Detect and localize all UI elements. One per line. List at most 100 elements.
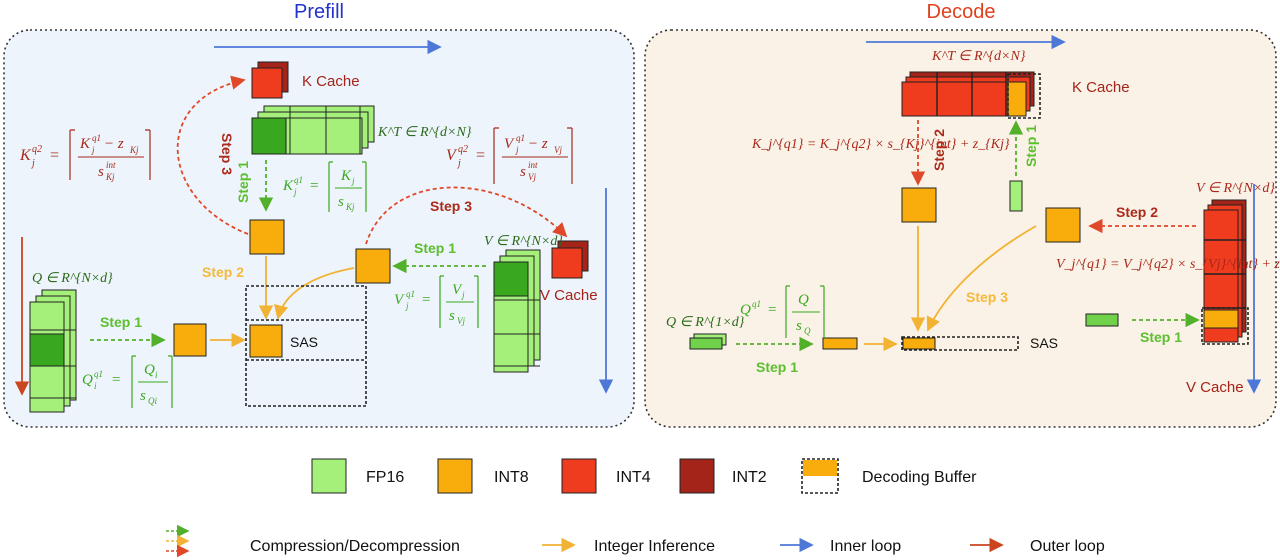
svg-text:q1: q1 xyxy=(752,299,761,309)
svg-text:Vj: Vj xyxy=(457,316,465,326)
svg-text:Qi: Qi xyxy=(148,396,157,406)
decode-int-arrow-v xyxy=(926,225,1037,332)
svg-text:q2: q2 xyxy=(458,144,468,155)
legend-inner-loop-label: Inner loop xyxy=(830,538,901,555)
decode-int8-q xyxy=(822,337,858,350)
legend-compression: Compression/Decompression xyxy=(166,524,460,558)
decode-eq-kq1: K_j^{q1} = K_j^{q2} × s_{Kj}^{int} + z_{… xyxy=(751,137,1010,152)
svg-text:=: = xyxy=(112,372,120,388)
svg-text:int: int xyxy=(106,160,116,170)
prefill-k-cache-block xyxy=(251,61,289,99)
legend-outer-loop-label: Outer loop xyxy=(1030,538,1105,555)
decode-title: Decode xyxy=(927,1,996,23)
prefill-eq-qq1: Q q1 i = Q i s Qi xyxy=(82,355,173,408)
svg-text:j: j xyxy=(461,290,465,300)
legend-int4: INT4 xyxy=(561,458,651,494)
svg-text:Q: Q xyxy=(82,372,93,388)
svg-text:=: = xyxy=(310,178,318,194)
prefill-int8-v xyxy=(355,248,391,284)
svg-text:int: int xyxy=(528,160,538,170)
prefill-step3-v-label: Step 3 xyxy=(430,198,472,214)
svg-text:q1: q1 xyxy=(406,289,415,299)
svg-text:j: j xyxy=(91,145,95,155)
prefill-step1-k-label: Step 1 xyxy=(235,161,251,203)
legend-int2-label: INT2 xyxy=(732,469,767,486)
svg-text:s: s xyxy=(98,164,104,180)
decode-v-label: V ∈ R^{N×d} xyxy=(1196,181,1275,196)
decode-kt-label: K^T ∈ R^{d×N} xyxy=(931,49,1026,64)
prefill-v-cache-label: V Cache xyxy=(540,287,598,304)
svg-text:q1: q1 xyxy=(294,175,303,185)
legend-fp16-swatch xyxy=(311,458,347,494)
legend-int8: INT8 xyxy=(437,458,529,494)
svg-text:Q: Q xyxy=(740,302,751,318)
decode-v-fp16-vector xyxy=(1085,313,1119,327)
svg-text:j: j xyxy=(405,301,409,311)
prefill-int8-q xyxy=(173,323,207,357)
svg-text:q2: q2 xyxy=(32,144,42,155)
svg-text:=: = xyxy=(50,147,59,164)
prefill-step3-left-label: Step 3 xyxy=(219,133,235,175)
prefill-step2-label: Step 2 xyxy=(202,264,244,280)
decode-q-vector xyxy=(689,333,727,350)
prefill-step1-v-label: Step 1 xyxy=(414,240,456,256)
decode-step2-k-label: Step 2 xyxy=(931,129,947,171)
svg-text:i: i xyxy=(94,381,97,391)
prefill-int8-k xyxy=(249,219,285,255)
decode-k-fp16-vector xyxy=(1009,180,1023,212)
decode-panel xyxy=(644,29,1277,428)
svg-text:s: s xyxy=(520,164,526,180)
legend-int8-swatch xyxy=(437,458,473,494)
legend-int2: INT2 xyxy=(679,458,767,494)
decode-int8-v xyxy=(1045,207,1081,243)
prefill-sas-label: SAS xyxy=(290,334,318,350)
legend-fp16-label: FP16 xyxy=(366,469,404,486)
svg-text:j: j xyxy=(515,145,519,155)
svg-text:K: K xyxy=(282,178,294,194)
legend-int8-label: INT8 xyxy=(494,469,529,486)
svg-text:Kj: Kj xyxy=(129,145,139,155)
svg-text:=: = xyxy=(476,147,485,164)
decode-v-cache-matrix xyxy=(1201,199,1249,345)
legend-inner-loop: Inner loop xyxy=(780,537,901,555)
svg-text:V: V xyxy=(446,147,458,164)
prefill-int-arrow-v xyxy=(274,267,355,320)
prefill-eq-vq1: V q1 j = V j s Vj xyxy=(394,275,479,328)
legend-buffer-swatch xyxy=(801,458,839,494)
svg-text:Q: Q xyxy=(798,292,809,308)
legend-int2-swatch xyxy=(679,458,715,494)
decode-eq-vq1: V_j^{q1} = V_j^{q2} × s_{Vj}^{int} + z_{… xyxy=(1056,257,1280,272)
legend-outer-loop: Outer loop xyxy=(970,537,1105,555)
svg-text:j: j xyxy=(351,176,355,186)
decode-step1-v-label: Step 1 xyxy=(1140,329,1182,345)
svg-text:j: j xyxy=(30,158,35,169)
decode-eq-qq1: Q q1 = Q s Q xyxy=(740,285,825,338)
svg-text:Kj: Kj xyxy=(105,172,115,182)
svg-text:q1: q1 xyxy=(516,133,525,143)
svg-text:K: K xyxy=(79,136,91,152)
svg-text:− z: − z xyxy=(104,136,124,152)
legend-integer-inference-label: Integer Inference xyxy=(594,538,715,555)
svg-text:K: K xyxy=(19,147,32,164)
legend-decoding-buffer: Decoding Buffer xyxy=(801,458,977,494)
svg-text:Q: Q xyxy=(144,362,155,378)
svg-text:s: s xyxy=(796,318,802,334)
decode-step3-label: Step 3 xyxy=(966,289,1008,305)
svg-text:V: V xyxy=(452,282,463,298)
legend-int4-swatch xyxy=(561,458,597,494)
prefill-step1-q-label: Step 1 xyxy=(100,314,142,330)
prefill-step3-v-arrow xyxy=(365,186,568,245)
decode-k-cache-matrix xyxy=(901,71,1041,119)
decode-sas-buffer xyxy=(901,336,1019,351)
svg-text:i: i xyxy=(155,370,158,380)
legend-integer-inference: Integer Inference xyxy=(542,537,715,555)
svg-text:s: s xyxy=(449,308,455,324)
svg-text:Vj: Vj xyxy=(554,145,562,155)
svg-text:s: s xyxy=(338,194,344,210)
decode-q-label: Q ∈ R^{1×d} xyxy=(666,315,745,330)
svg-text:j: j xyxy=(293,187,297,197)
decode-step1-q-label: Step 1 xyxy=(756,359,798,375)
decode-v-cache-label: V Cache xyxy=(1186,379,1244,396)
svg-text:V: V xyxy=(394,292,405,308)
